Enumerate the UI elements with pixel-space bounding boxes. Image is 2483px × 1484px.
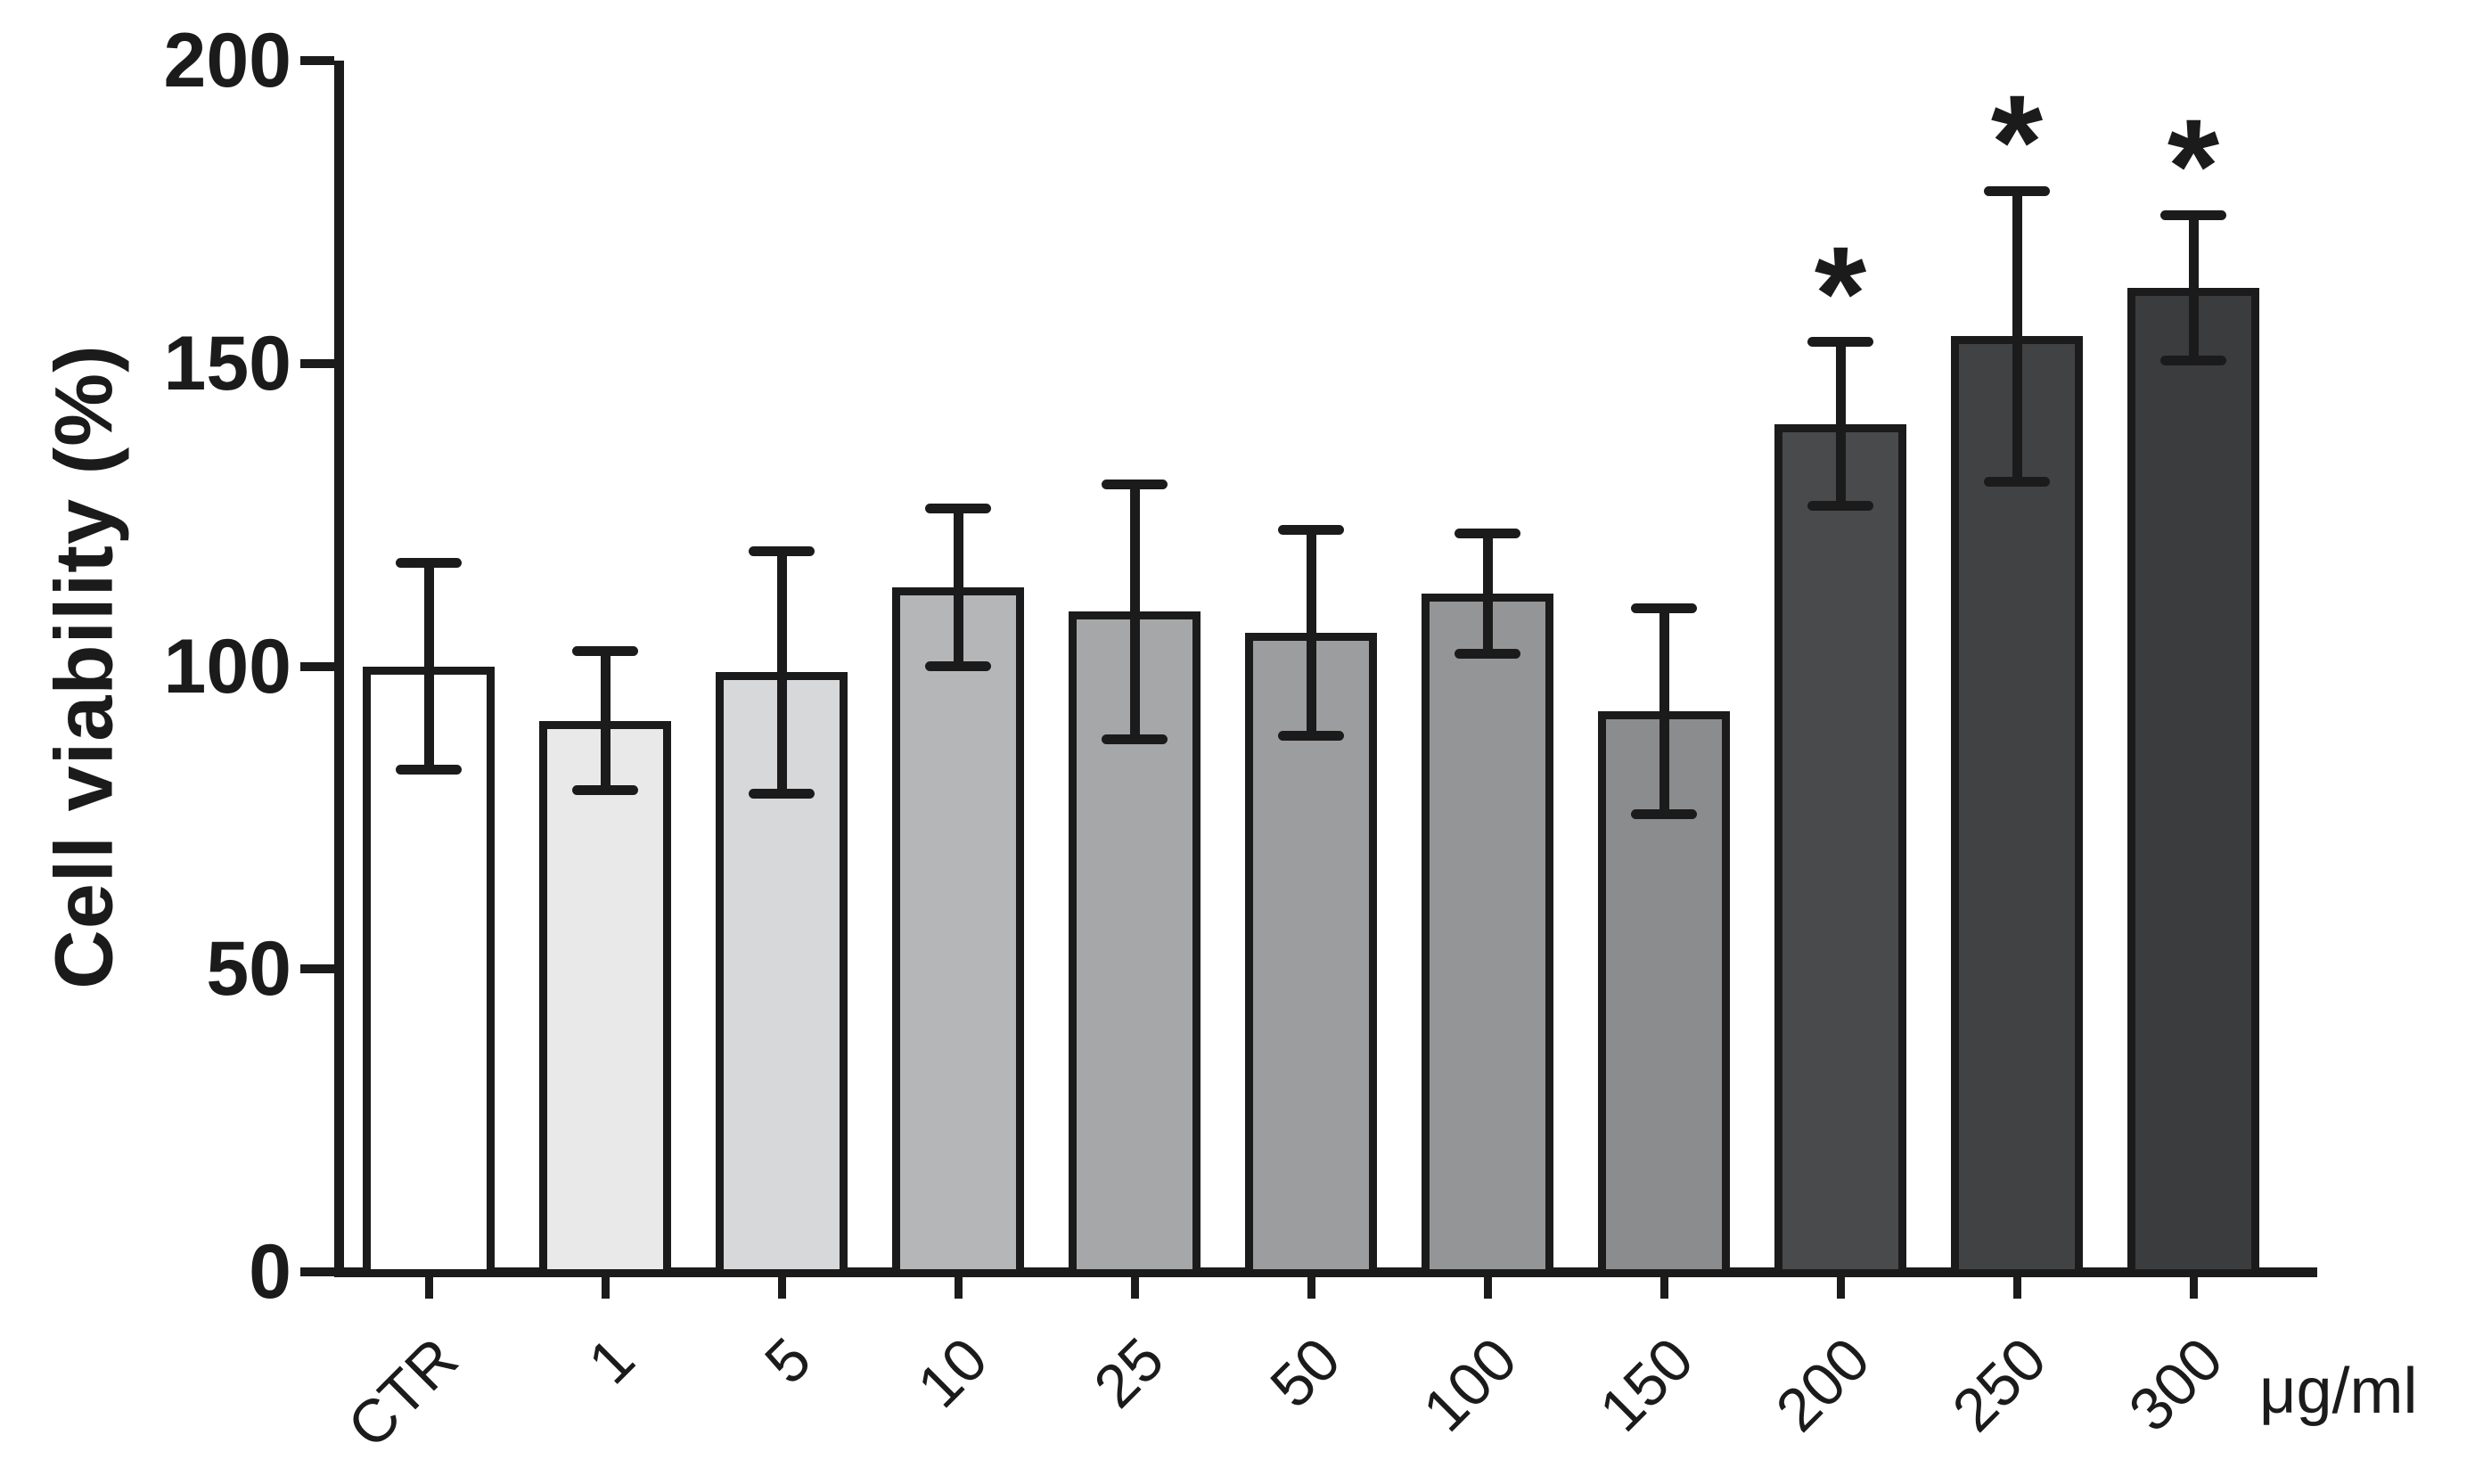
x-tick-mark — [1659, 1277, 1668, 1299]
y-tick-mark — [300, 358, 334, 368]
error-bar-cap-bottom — [1455, 649, 1520, 660]
error-bar-line — [1835, 341, 1846, 506]
bar-200 — [1774, 423, 1906, 1277]
y-tick-mark — [300, 56, 334, 65]
x-tick-mark — [777, 1277, 786, 1299]
x-tick-mark — [601, 1277, 610, 1299]
x-tick-mark — [424, 1277, 433, 1299]
x-category-label: CTR — [334, 1324, 471, 1462]
error-bar-line — [2012, 191, 2022, 482]
error-bar-line — [2188, 215, 2199, 361]
bar-10 — [892, 587, 1024, 1277]
error-bar-cap-top — [1807, 337, 1873, 348]
error-bar-line-inner — [2188, 287, 2199, 361]
error-bar-cap-top — [1455, 528, 1520, 538]
error-bar-cap-bottom — [925, 661, 991, 671]
error-bar-line-inner — [1306, 633, 1316, 736]
x-tick-mark — [1483, 1277, 1492, 1299]
y-tick-label: 200 — [163, 18, 292, 103]
error-bar-cap-top — [1102, 480, 1168, 490]
y-tick-mark — [300, 661, 334, 671]
error-bar-line-inner — [2012, 336, 2022, 482]
error-bar-cap-bottom — [1631, 809, 1697, 820]
error-bar-cap-top — [749, 545, 815, 556]
error-bar-cap-bottom — [396, 764, 462, 775]
bar-50 — [1245, 633, 1377, 1277]
x-tick-mark — [2012, 1277, 2021, 1299]
y-axis-line — [334, 61, 344, 1277]
error-bar-line — [1482, 533, 1493, 654]
significance-asterisk: * — [1990, 67, 2044, 217]
y-tick-label: 0 — [249, 1229, 291, 1315]
error-bar-line — [1659, 608, 1669, 815]
y-tick-label: 50 — [206, 926, 291, 1013]
error-bar-cap-top — [1278, 525, 1344, 536]
x-tick-mark — [2189, 1277, 2198, 1299]
error-bar-line — [1129, 484, 1140, 740]
y-tick-mark — [300, 964, 334, 974]
error-bar-cap-top — [1631, 603, 1697, 614]
x-tick-mark — [1836, 1277, 1845, 1299]
error-bar-cap-bottom — [749, 788, 815, 799]
error-bar-line — [423, 562, 434, 769]
x-tick-mark — [1307, 1277, 1315, 1299]
error-bar-line-inner — [776, 672, 787, 794]
y-tick-label: 100 — [163, 623, 292, 709]
error-bar-cap-top — [1984, 185, 2050, 196]
significance-asterisk: * — [2167, 91, 2220, 242]
error-bar-cap-bottom — [1102, 734, 1168, 744]
x-tick-mark — [954, 1277, 963, 1299]
bar-1 — [539, 720, 671, 1277]
error-bar-cap-bottom — [1278, 731, 1344, 742]
error-bar-line-inner — [1659, 711, 1669, 815]
bar-300 — [2127, 287, 2259, 1277]
error-bar-line-inner — [1129, 611, 1140, 740]
error-bar-cap-top — [572, 646, 638, 656]
error-bar-cap-top — [2160, 209, 2226, 220]
error-bar-line-inner — [953, 587, 963, 667]
error-bar-line-inner — [600, 720, 611, 791]
error-bar-cap-top — [925, 504, 991, 514]
error-bar-cap-bottom — [1984, 476, 2050, 487]
error-bar-cap-bottom — [1807, 500, 1873, 511]
x-axis-unit-label: μg/ml — [2259, 1356, 2418, 1427]
error-bar-line-inner — [1482, 593, 1493, 654]
error-bar-cap-bottom — [572, 785, 638, 796]
bar-250 — [1951, 336, 2083, 1277]
error-bar-cap-bottom — [2160, 355, 2226, 365]
y-tick-mark — [300, 1267, 334, 1276]
significance-asterisk: * — [1814, 217, 1867, 368]
x-tick-mark — [1130, 1277, 1139, 1299]
bar-100 — [1422, 593, 1553, 1277]
error-bar-line-inner — [1835, 423, 1846, 506]
y-tick-label: 150 — [163, 320, 292, 406]
error-bar-cap-top — [396, 558, 462, 569]
error-bar-line — [1306, 529, 1316, 736]
error-bar-line-inner — [423, 666, 434, 769]
